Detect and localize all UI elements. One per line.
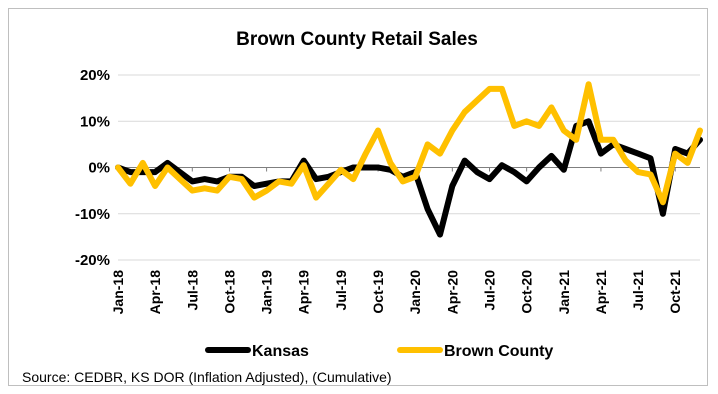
x-axis-ticks: Jan-18 Apr-18 Jul-18 Oct-18 Jan-19 Apr-19 Jul-…	[110, 167, 683, 315]
x-tick-label: Jul-21	[630, 270, 646, 311]
y-tick-label: 0%	[88, 160, 110, 177]
x-tick-label: Apr-21	[593, 270, 609, 315]
x-tick-label: Jul-18	[184, 270, 200, 311]
y-axis-ticks: -20% -10% 0% 10% 20%	[75, 67, 110, 269]
x-tick-label: Oct-18	[221, 270, 237, 314]
y-tick-label: -10%	[75, 206, 110, 223]
x-tick-label: Jul-19	[333, 270, 349, 311]
x-tick-label: Jan-19	[259, 270, 275, 315]
x-tick-label: Oct-21	[667, 270, 683, 314]
series-line-kansas	[115, 118, 703, 238]
x-tick-label: Apr-19	[296, 270, 312, 315]
x-tick-label: Jul-20	[481, 270, 497, 311]
x-tick-label: Jan-21	[556, 270, 572, 315]
chart-frame	[8, 8, 708, 386]
x-tick-label: Jan-18	[110, 270, 126, 315]
x-tick-label: Oct-20	[519, 270, 535, 314]
legend-label: Kansas	[252, 343, 309, 360]
x-tick-label: Apr-20	[444, 270, 460, 315]
chart-title: Brown County Retail Sales	[236, 29, 478, 50]
x-tick-label: Jan-20	[407, 270, 423, 315]
x-tick-label: Apr-18	[147, 270, 163, 315]
source-note: Source: CEDBR, KS DOR (Inflation Adjuste…	[22, 369, 392, 385]
y-tick-label: 20%	[80, 67, 110, 84]
legend-label: Brown County	[444, 343, 553, 360]
series-line-brown-county	[115, 81, 703, 206]
legend: Kansas Brown County	[205, 343, 553, 360]
y-tick-label: -20%	[75, 252, 110, 269]
y-tick-label: 10%	[80, 113, 110, 130]
series-lines	[115, 81, 703, 238]
x-tick-label: Oct-19	[370, 270, 386, 314]
gridlines	[118, 74, 700, 261]
